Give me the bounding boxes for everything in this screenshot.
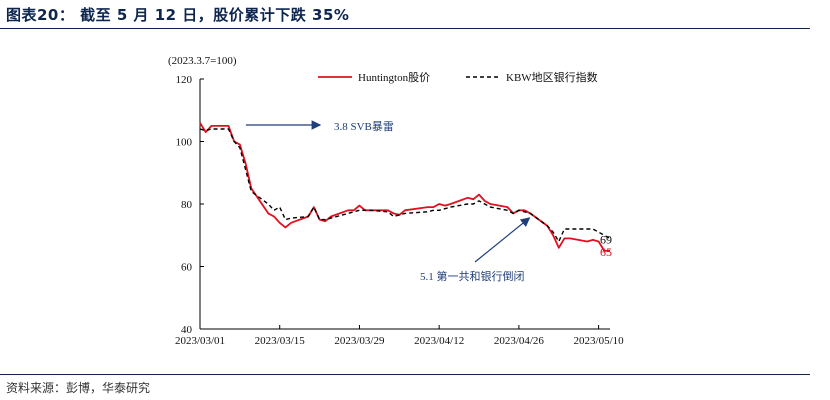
legend-label-huntington: Huntington股价 bbox=[358, 71, 430, 84]
first-republic-arrow bbox=[474, 217, 531, 263]
y-tick-label: 120 bbox=[176, 74, 193, 86]
y-tick-label: 100 bbox=[176, 137, 193, 149]
first-republic-annotation: 5.1 第一共和银行倒闭 bbox=[420, 269, 525, 283]
title-rule bbox=[0, 28, 810, 29]
figure-title: 图表20： 截至 5 月 12 日，股价累计下跌 35% bbox=[6, 6, 350, 24]
x-tick-label: 2023/05/10 bbox=[574, 335, 625, 347]
x-tick-label: 2023/04/12 bbox=[414, 335, 464, 347]
y-tick-label: 60 bbox=[181, 262, 193, 274]
x-tick-label: 2023/03/15 bbox=[255, 335, 306, 347]
y-tick-label: 40 bbox=[181, 324, 193, 336]
source-note: 资料来源：彭博，华泰研究 bbox=[6, 381, 151, 395]
series-line-2 bbox=[199, 128, 611, 243]
legend-label-kbw: KBW地区银行指数 bbox=[506, 70, 598, 84]
end-label-kbw: 69 bbox=[600, 232, 612, 246]
x-tick-label: 2023/03/01 bbox=[175, 335, 225, 347]
base-note: (2023.3.7=100) bbox=[168, 55, 237, 67]
series-line-1 bbox=[199, 122, 610, 252]
footer-rule bbox=[0, 374, 810, 375]
x-tick-label: 2023/03/29 bbox=[334, 335, 385, 347]
svb-annotation: 3.8 SVB暴雷 bbox=[334, 120, 394, 133]
x-tick-label: 2023/04/26 bbox=[494, 335, 545, 347]
y-tick-label: 80 bbox=[181, 199, 193, 211]
end-label-huntington: 65 bbox=[600, 245, 612, 259]
